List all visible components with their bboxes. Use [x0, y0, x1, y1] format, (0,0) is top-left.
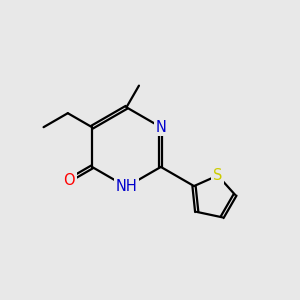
Text: O: O	[63, 173, 75, 188]
Text: N: N	[155, 120, 166, 135]
Text: S: S	[213, 168, 222, 183]
Text: NH: NH	[116, 179, 137, 194]
